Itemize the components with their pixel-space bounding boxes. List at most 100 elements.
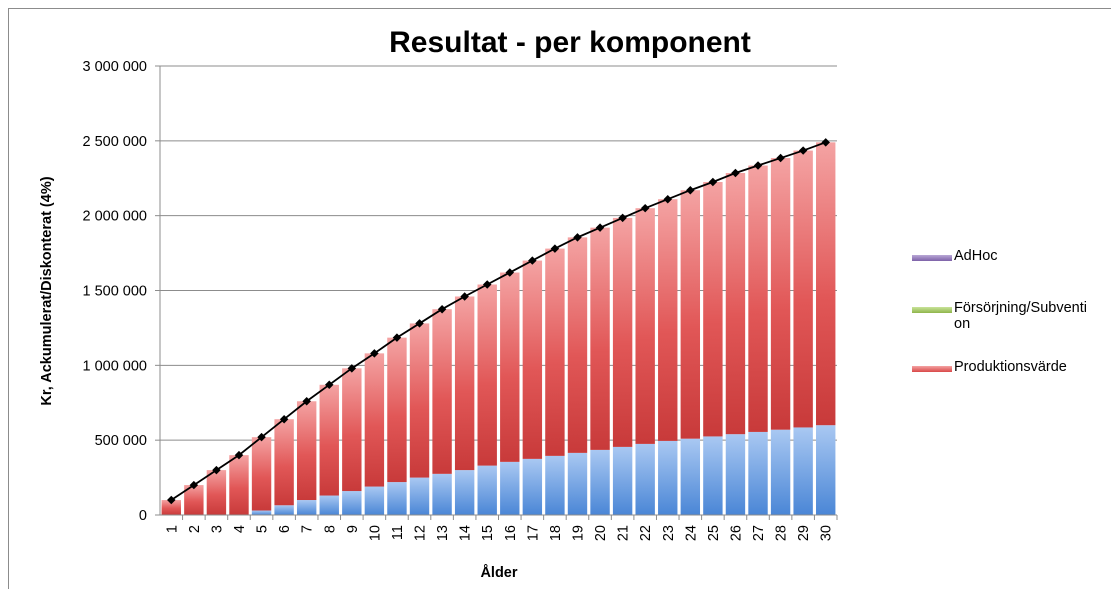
- legend-swatch-produktionsvarde: [912, 366, 952, 372]
- total-point: [482, 280, 492, 289]
- legend-label-forsorjning: Försörjning/Subventi on: [954, 300, 1087, 332]
- legend-item-produktionsvarde[interactable]: Produktionsvärde: [912, 359, 1111, 375]
- x-tick-label: 18: [548, 525, 564, 541]
- x-tick-label: 17: [525, 525, 541, 541]
- bar-segment-4-11: [387, 337, 407, 483]
- bar-segment-4-16: [500, 272, 520, 462]
- bar-segment-1-23: [658, 440, 678, 515]
- x-tick-label: 15: [480, 525, 496, 541]
- bar-segment-4-1: [161, 500, 181, 515]
- chart: Resultat - per komponent 0 500 000 1 000 0…: [39, 26, 838, 581]
- x-tick-label: 3: [209, 525, 225, 533]
- x-tick-label: 11: [390, 525, 406, 540]
- bars: [161, 142, 836, 515]
- bar-segment-1-9: [342, 491, 362, 515]
- bar-segment-1-21: [612, 446, 633, 515]
- y-tick-label: 0: [139, 508, 147, 524]
- chart-title: Resultat - per komponent: [389, 26, 751, 59]
- total-point: [370, 349, 379, 358]
- legend-item-forsorjning[interactable]: Försörjning/Subventi on: [912, 300, 1094, 332]
- bar-segment-1-26: [725, 434, 746, 515]
- x-tick-label: 22: [638, 525, 654, 541]
- x-tick-label: 26: [728, 525, 744, 541]
- legend-label-produktionsvarde: Produktionsvärde: [954, 359, 1067, 375]
- total-point: [302, 397, 311, 406]
- bar-segment-4-7: [296, 401, 317, 501]
- x-tick-label: 10: [367, 525, 383, 541]
- bar-segment-4-19: [567, 237, 588, 453]
- bar-segment-4-27: [748, 165, 768, 432]
- chart-frame: [8, 8, 1111, 589]
- x-tick-label: 13: [435, 525, 451, 541]
- total-point: [460, 292, 469, 301]
- bar-segment-1-10: [364, 486, 385, 515]
- x-tick-label: 5: [255, 525, 271, 533]
- bar-segment-4-24: [680, 190, 701, 439]
- x-tick-label: 20: [593, 525, 609, 541]
- total-point: [167, 495, 176, 505]
- bar-segment-4-29: [793, 150, 813, 428]
- y-axis-label: Kr, Ackumulerat/Diskonterat (4%): [39, 176, 55, 405]
- bar-segment-4-13: [432, 309, 452, 474]
- x-tick-label: 21: [616, 525, 632, 541]
- y-tick-label: 1 000 000: [82, 358, 147, 374]
- bar-segment-1-6: [274, 505, 294, 515]
- bar-segment-1-11: [387, 482, 407, 515]
- total-point: [234, 450, 244, 460]
- x-tick-label: 8: [322, 525, 338, 533]
- bar-segment-4-26: [725, 173, 746, 435]
- bar-segment-1-13: [432, 473, 452, 515]
- bar-segment-1-7: [296, 500, 317, 515]
- bar-segment-1-8: [319, 495, 339, 515]
- total-point: [415, 319, 424, 328]
- total-point: [347, 364, 357, 373]
- bar-segment-4-5: [251, 437, 272, 511]
- x-tick-label: 19: [570, 525, 586, 541]
- bar-segment-4-23: [658, 199, 678, 441]
- total-point: [505, 268, 515, 277]
- legend-swatch-adhoc: [912, 255, 952, 261]
- bar-segment-1-19: [567, 452, 588, 515]
- x-tick-label: 14: [458, 525, 474, 541]
- x-axis-label: Ålder: [480, 564, 517, 581]
- bar-segment-4-8: [319, 384, 339, 496]
- bar-segment-1-18: [545, 455, 565, 515]
- bar-segment-1-25: [703, 436, 723, 515]
- total-series-line: [170, 141, 827, 501]
- total-point: [279, 414, 289, 424]
- bar-segment-4-17: [522, 260, 543, 459]
- total-point: [189, 480, 199, 490]
- bar-segment-4-12: [409, 323, 430, 478]
- total-point: [437, 304, 447, 314]
- legend-label-adhoc: AdHoc: [954, 248, 998, 264]
- x-tick-label: 25: [706, 525, 722, 541]
- total-point: [257, 432, 266, 442]
- y-tick-label: 500 000: [95, 433, 147, 449]
- bar-segment-4-10: [364, 353, 385, 487]
- bar-segment-1-24: [680, 438, 701, 515]
- bar-segment-1-14: [454, 470, 475, 515]
- legend-item-adhoc[interactable]: AdHoc: [912, 248, 1111, 264]
- bar-segment-4-30: [816, 142, 836, 426]
- y-tick-label: 2 500 000: [82, 134, 147, 150]
- bar-segment-1-29: [793, 427, 813, 515]
- bar-segment-1-5: [251, 510, 272, 515]
- bar-segment-1-12: [409, 477, 430, 515]
- x-tick-label: 29: [796, 525, 812, 541]
- bar-segment-1-17: [522, 458, 543, 515]
- x-tick-label: 1: [164, 525, 180, 533]
- x-tick-label: 30: [819, 525, 835, 541]
- bar-segment-4-22: [635, 208, 655, 444]
- bar-segment-4-25: [703, 181, 723, 437]
- axes: 0 500 000 1 000 000 1 500 000 2 000 000 2 500…: [82, 59, 838, 541]
- bar-segment-1-27: [748, 431, 768, 515]
- bar-segment-4-6: [274, 419, 294, 506]
- x-tick-label: 9: [345, 525, 361, 533]
- y-tick-label: 1 500 000: [82, 284, 147, 300]
- y-tick-label: 3 000 000: [82, 59, 147, 75]
- bar-segment-4-3: [206, 470, 227, 515]
- bar-segment-4-14: [454, 296, 475, 471]
- gridlines: [160, 65, 837, 441]
- bar-segment-4-20: [590, 227, 610, 450]
- bar-segment-1-22: [635, 443, 655, 515]
